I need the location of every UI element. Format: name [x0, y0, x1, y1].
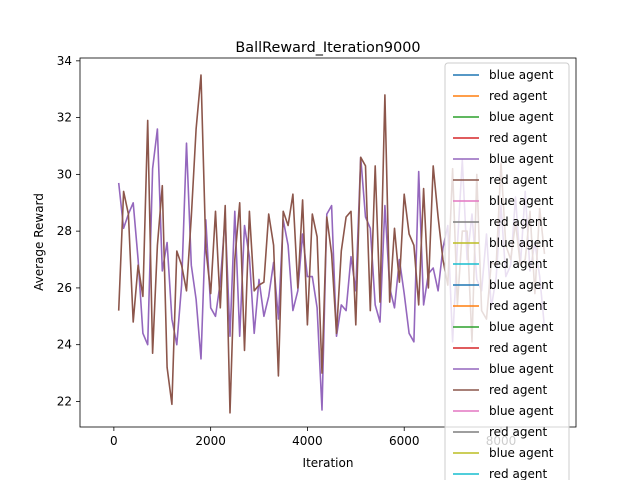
legend-label: blue agent — [489, 110, 554, 124]
y-tick-label: 30 — [57, 167, 72, 181]
legend-label: red agent — [489, 299, 547, 313]
legend-box — [444, 62, 570, 480]
y-axis: 22 24 26 28 30 32 34 — [57, 54, 80, 408]
legend-label: red agent — [489, 341, 547, 355]
legend-label: red agent — [489, 215, 547, 229]
y-tick-label: 32 — [57, 111, 72, 125]
legend-label: red agent — [489, 425, 547, 439]
legend: blue agent red agent blue agent red agent bl… — [444, 62, 570, 480]
x-tick-label: 0 — [110, 434, 118, 448]
x-tick-label: 2000 — [195, 434, 226, 448]
y-axis-label: Average Reward — [32, 193, 46, 291]
plot-frame — [79, 57, 577, 428]
legend-label: red agent — [489, 257, 547, 271]
legend-label: red agent — [489, 89, 547, 103]
y-tick-label: 26 — [57, 281, 72, 295]
y-tick-label: 22 — [57, 394, 72, 408]
legend-label: blue agent — [489, 446, 554, 460]
legend-label: red agent — [489, 173, 547, 187]
legend-label: blue agent — [489, 320, 554, 334]
x-tick-label: 6000 — [389, 434, 420, 448]
legend-label: red agent — [489, 467, 547, 480]
legend-label: blue agent — [489, 362, 554, 376]
chart-title: BallReward_Iteration9000 — [235, 40, 420, 56]
y-tick-label: 24 — [57, 338, 72, 352]
y-tick-label: 34 — [57, 54, 72, 68]
legend-label: blue agent — [489, 278, 554, 292]
legend-label: red agent — [489, 131, 547, 145]
x-axis-label: Iteration — [303, 456, 354, 470]
legend-label: blue agent — [489, 404, 554, 418]
legend-label: blue agent — [489, 152, 554, 166]
y-tick-label: 28 — [57, 224, 72, 238]
legend-label: blue agent — [489, 68, 554, 82]
legend-label: blue agent — [489, 194, 554, 208]
legend-label: red agent — [489, 383, 547, 397]
x-tick-label: 4000 — [292, 434, 323, 448]
legend-label: blue agent — [489, 236, 554, 250]
